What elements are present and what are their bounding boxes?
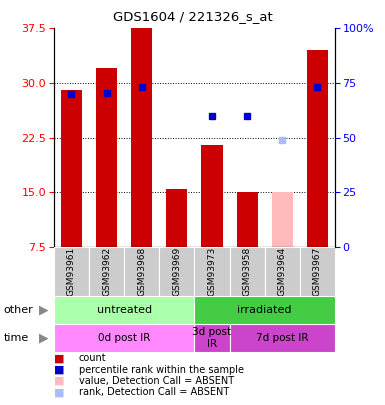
Bar	[229, 247, 265, 296]
Bar	[264, 247, 300, 296]
Text: GSM93964: GSM93964	[278, 247, 287, 296]
Text: GSM93961: GSM93961	[67, 247, 76, 296]
Bar	[194, 324, 229, 352]
Bar	[131, 28, 152, 247]
Text: ■: ■	[54, 388, 64, 397]
Bar	[61, 90, 82, 247]
Text: GDS1604 / 221326_s_at: GDS1604 / 221326_s_at	[113, 10, 272, 23]
Bar	[307, 50, 328, 247]
Text: GSM93962: GSM93962	[102, 247, 111, 296]
Text: 3d post
IR: 3d post IR	[192, 327, 231, 349]
Bar	[236, 192, 258, 247]
Bar	[159, 247, 194, 296]
Bar	[194, 296, 335, 324]
Text: GSM93958: GSM93958	[243, 247, 252, 296]
Bar	[124, 247, 159, 296]
Text: ■: ■	[54, 365, 64, 375]
Text: value, Detection Call = ABSENT: value, Detection Call = ABSENT	[79, 376, 234, 386]
Bar	[272, 192, 293, 247]
Text: percentile rank within the sample: percentile rank within the sample	[79, 365, 244, 375]
Bar	[300, 247, 335, 296]
Text: GSM93967: GSM93967	[313, 247, 322, 296]
Bar	[54, 247, 89, 296]
Text: ■: ■	[54, 376, 64, 386]
Text: ▶: ▶	[39, 332, 49, 345]
Text: ■: ■	[54, 354, 64, 363]
Text: 0d post IR: 0d post IR	[98, 333, 151, 343]
Text: rank, Detection Call = ABSENT: rank, Detection Call = ABSENT	[79, 388, 229, 397]
Text: GSM93969: GSM93969	[172, 247, 181, 296]
Bar	[96, 68, 117, 247]
Bar	[166, 189, 187, 247]
Bar	[54, 324, 194, 352]
Bar	[54, 296, 194, 324]
Text: ▶: ▶	[39, 303, 49, 316]
Text: other: other	[4, 305, 33, 315]
Text: 7d post IR: 7d post IR	[256, 333, 308, 343]
Text: GSM93973: GSM93973	[208, 247, 216, 296]
Text: irradiated: irradiated	[238, 305, 292, 315]
Bar	[201, 145, 223, 247]
Text: untreated: untreated	[97, 305, 152, 315]
Text: GSM93968: GSM93968	[137, 247, 146, 296]
Bar	[89, 247, 124, 296]
Bar	[229, 324, 335, 352]
Text: time: time	[4, 333, 29, 343]
Bar	[194, 247, 229, 296]
Text: count: count	[79, 354, 107, 363]
